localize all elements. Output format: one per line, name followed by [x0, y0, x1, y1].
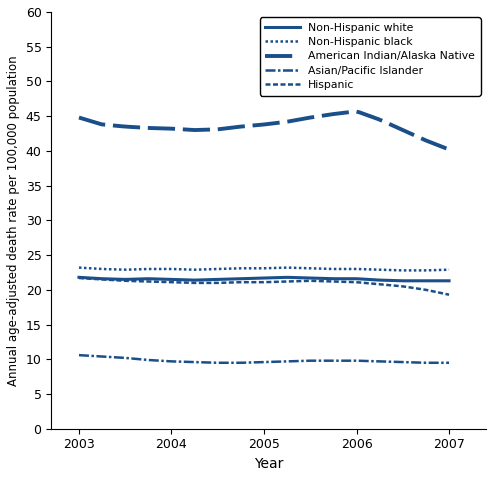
X-axis label: Year: Year	[254, 457, 283, 471]
Y-axis label: Annual age-adjusted death rate per 100,000 population: Annual age-adjusted death rate per 100,0…	[7, 55, 20, 386]
Legend: Non-Hispanic white, Non-Hispanic black, American Indian/Alaska Native, Asian/Pac: Non-Hispanic white, Non-Hispanic black, …	[260, 17, 481, 96]
